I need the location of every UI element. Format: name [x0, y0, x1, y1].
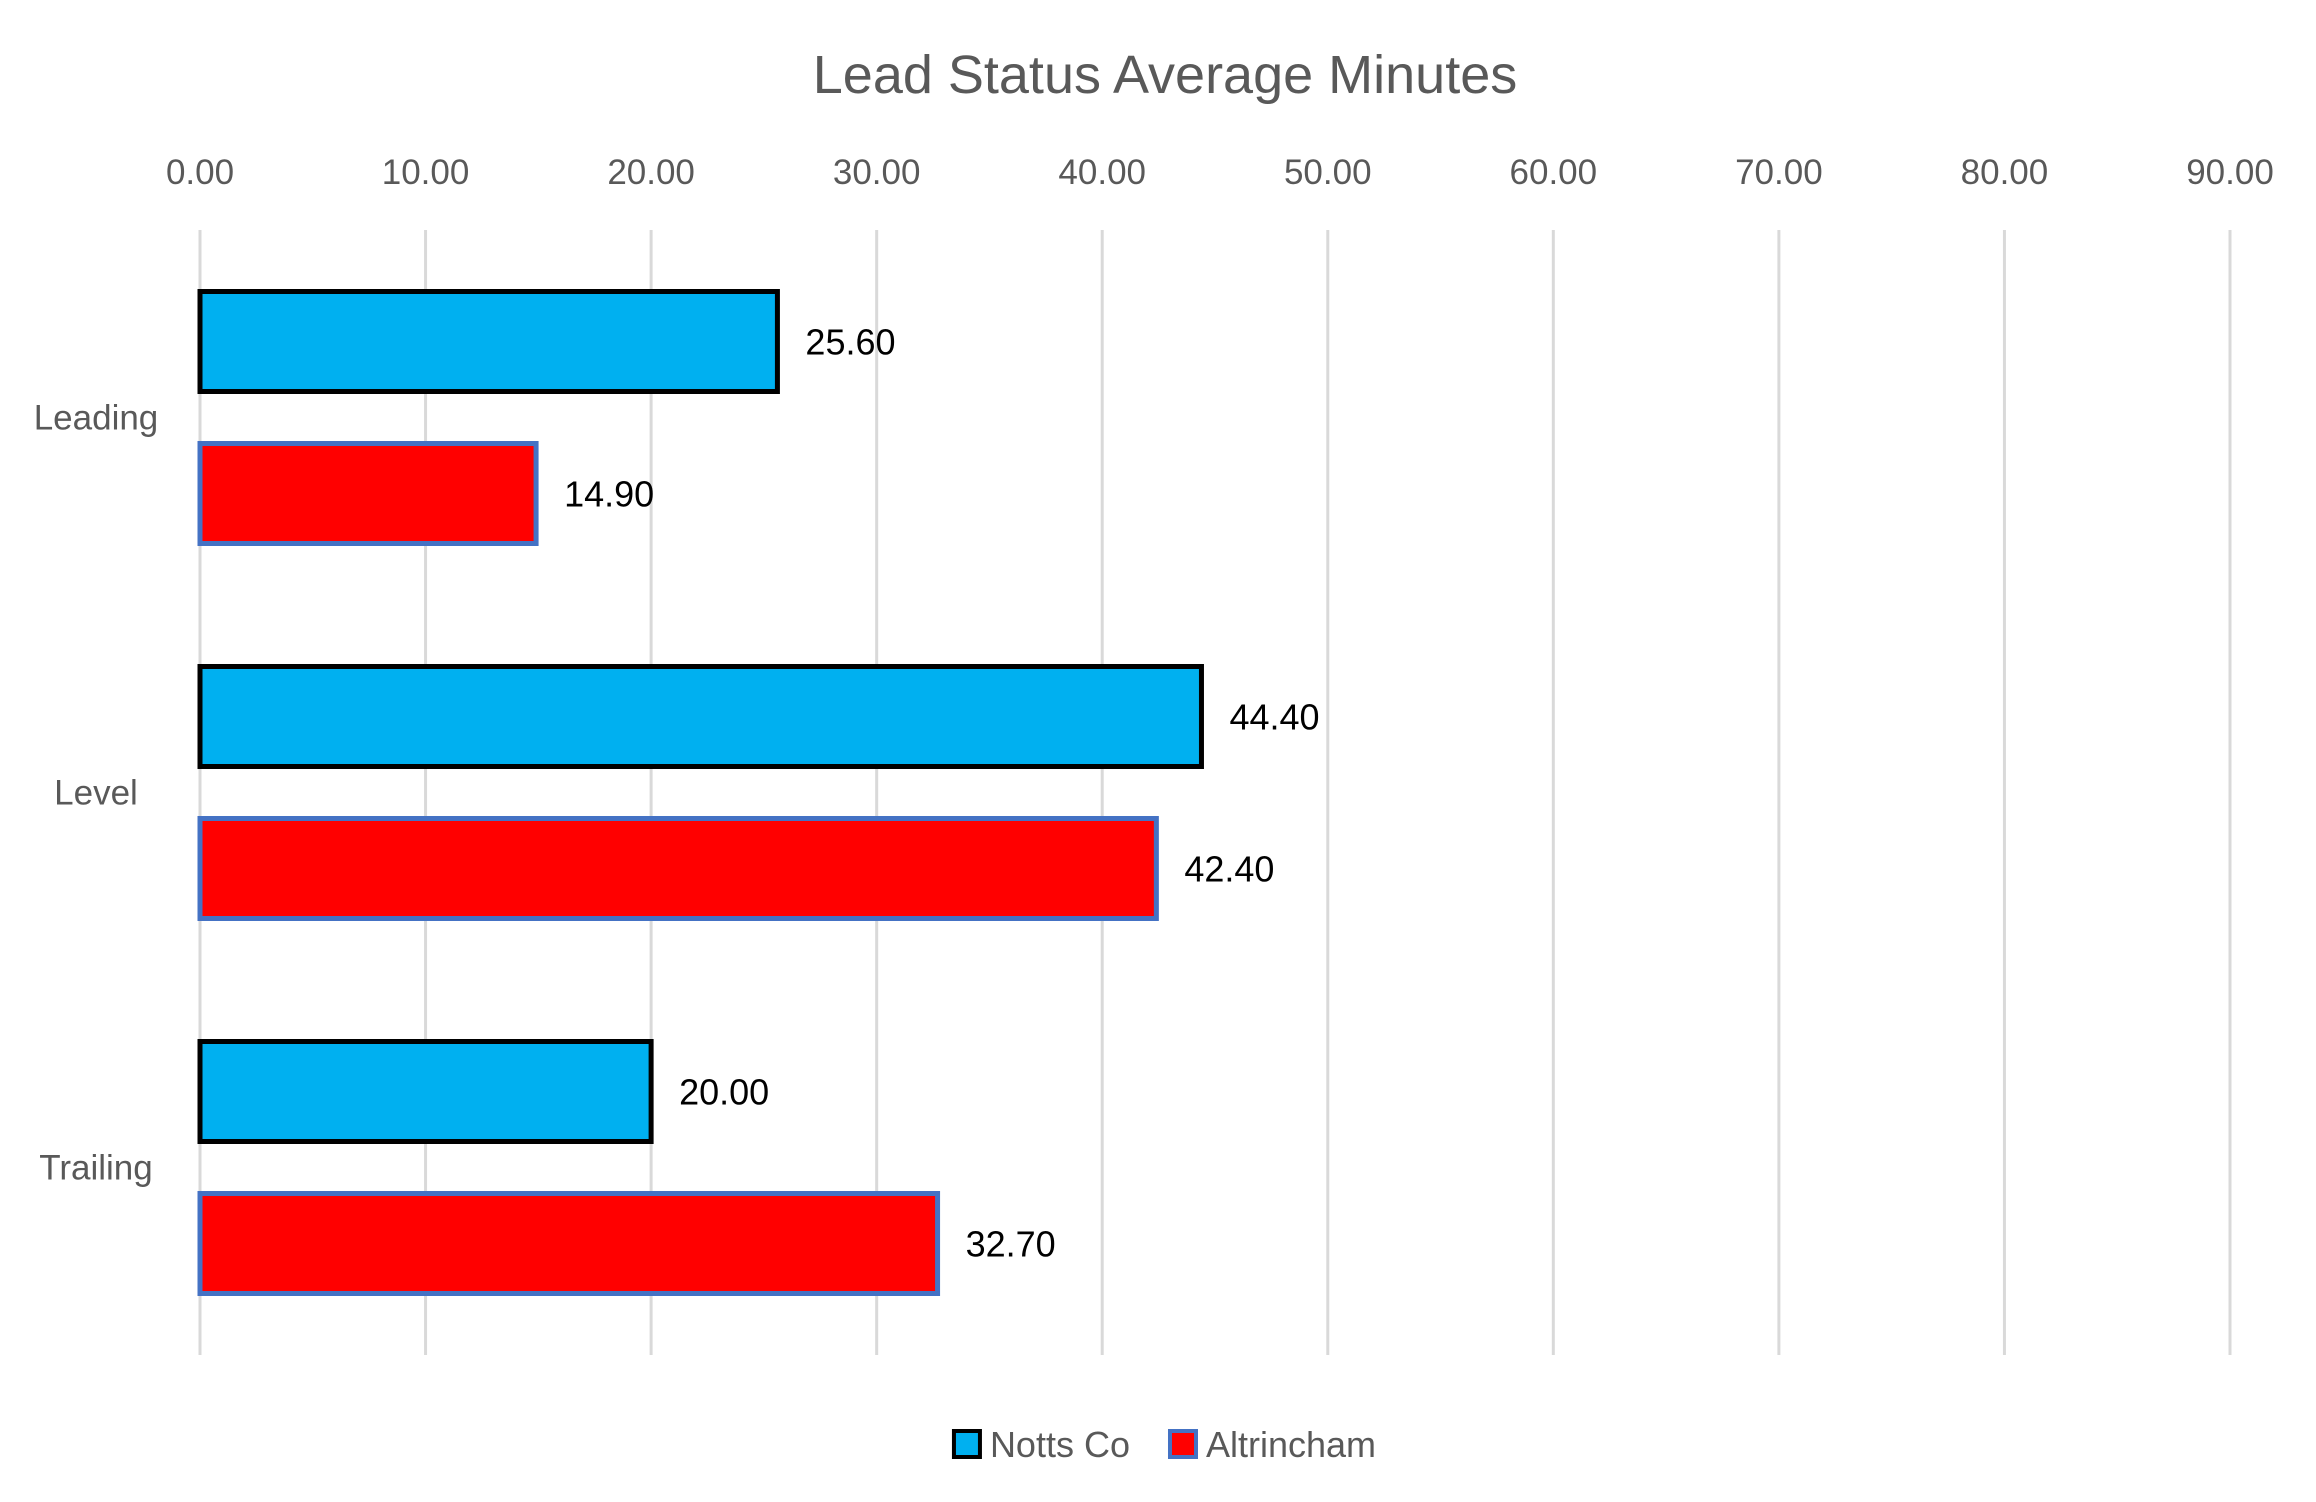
x-tick-label: 90.00 — [2186, 153, 2274, 192]
legend-label: Altrincham — [1206, 1424, 1376, 1465]
x-tick-label: 10.00 — [382, 153, 470, 192]
bar — [197, 289, 780, 394]
bar — [197, 816, 1159, 921]
chart-title: Lead Status Average Minutes — [813, 45, 1517, 105]
data-label: 25.60 — [805, 322, 895, 363]
x-tick-label: 40.00 — [1058, 153, 1146, 192]
x-tick-label: 30.00 — [833, 153, 921, 192]
legend-swatch — [1167, 1429, 1198, 1459]
x-axis-tick-labels: 0.00 10.00 20.00 30.00 40.00 50.00 60.00 70.00 8… — [166, 153, 2274, 192]
bar — [197, 1191, 941, 1296]
legend: Notts Co Altrincham — [951, 1424, 1376, 1465]
gridlines — [198, 230, 2232, 1355]
data-label: 14.90 — [564, 474, 654, 515]
bar — [197, 1039, 654, 1144]
category-label: Leading — [34, 399, 159, 438]
x-tick-label: 70.00 — [1735, 153, 1823, 192]
bar — [197, 664, 1204, 769]
legend-swatch — [951, 1429, 982, 1459]
legend-label: Notts Co — [990, 1424, 1130, 1465]
bar — [197, 441, 539, 546]
category-label: Trailing — [39, 1149, 152, 1188]
category-labels: Leading Level Trailing — [34, 399, 159, 1188]
data-label: 42.40 — [1184, 849, 1274, 890]
x-tick-label: 50.00 — [1284, 153, 1372, 192]
category-label: Level — [54, 774, 138, 813]
x-tick-label: 20.00 — [607, 153, 695, 192]
data-label: 20.00 — [679, 1072, 769, 1113]
data-label: 32.70 — [966, 1224, 1056, 1265]
x-tick-label: 80.00 — [1961, 153, 2049, 192]
data-label: 44.40 — [1229, 697, 1319, 738]
bars — [197, 289, 1204, 1296]
x-tick-label: 60.00 — [1510, 153, 1598, 192]
data-labels: 25.60 14.90 44.40 42.40 20.00 32.70 — [564, 322, 1319, 1265]
x-tick-label: 0.00 — [166, 153, 234, 192]
